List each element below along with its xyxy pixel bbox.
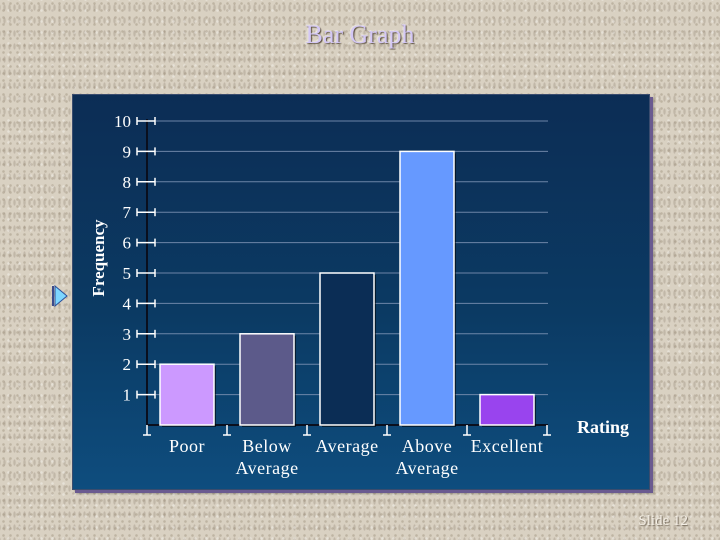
x-axis-title: Rating	[577, 417, 629, 437]
y-tick-label: 2	[123, 355, 132, 374]
x-category-label: Poor	[169, 436, 205, 456]
x-category-label: Above	[402, 436, 453, 456]
play-triangle-icon	[52, 285, 68, 307]
slide-number: Slide 12	[638, 513, 688, 529]
x-category-label: Average	[315, 436, 378, 456]
bar	[479, 393, 535, 426]
slide-title: Bar Graph	[305, 20, 415, 49]
y-tick-label: 7	[123, 203, 132, 222]
y-tick-label: 10	[114, 112, 131, 131]
y-tick-label: 6	[123, 234, 132, 253]
y-tick-label: 4	[123, 294, 132, 313]
bar	[159, 363, 215, 426]
y-tick-label: 1	[123, 386, 132, 405]
bar	[319, 272, 375, 426]
x-category-label: Below	[242, 436, 292, 456]
y-tick-label: 5	[123, 264, 132, 283]
x-category-label: Excellent	[471, 436, 543, 456]
bar	[399, 150, 455, 426]
y-axis-title: Frequency	[89, 219, 108, 297]
x-category-label: Average	[235, 458, 298, 478]
x-category-label: Average	[395, 458, 458, 478]
y-tick-label: 9	[123, 142, 132, 161]
y-tick-label: 3	[123, 325, 132, 344]
y-tick-label: 8	[123, 173, 132, 192]
bar	[239, 333, 295, 426]
